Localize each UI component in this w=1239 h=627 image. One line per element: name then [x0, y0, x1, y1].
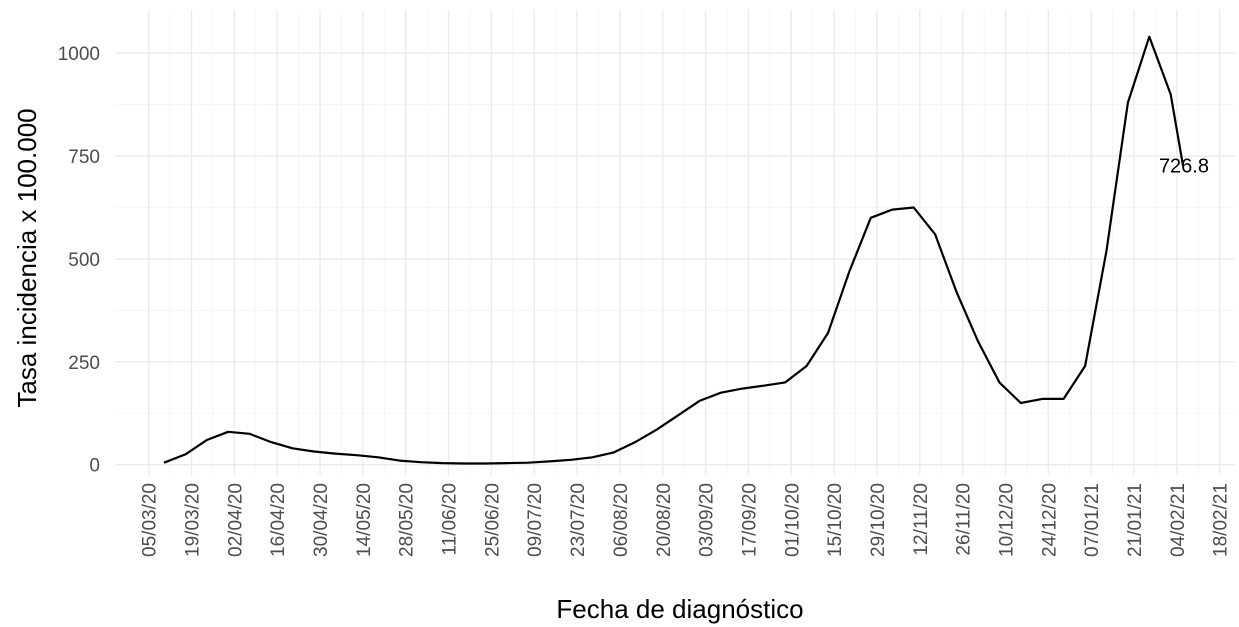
x-tick-label: 12/11/20 — [911, 483, 932, 556]
y-axis-title: Tasa incidencia x 100.000 — [12, 108, 42, 407]
x-tick-label: 21/01/21 — [1125, 483, 1146, 557]
y-tick-label: 0 — [89, 456, 100, 477]
y-tick-label: 250 — [68, 353, 100, 374]
x-tick-label: 19/03/20 — [183, 483, 204, 557]
x-tick-label: 17/09/20 — [739, 483, 760, 557]
y-tick-label: 750 — [68, 147, 100, 168]
y-tick-label: 500 — [68, 250, 100, 271]
x-tick-label: 30/04/20 — [311, 483, 332, 557]
y-tick-label: 1000 — [58, 44, 100, 65]
x-tick-label: 24/12/20 — [1039, 483, 1060, 557]
x-tick-label: 29/10/20 — [868, 483, 889, 557]
x-tick-label: 23/07/20 — [568, 483, 589, 557]
x-tick-label: 07/01/21 — [1082, 483, 1103, 557]
x-tick-label: 03/09/20 — [697, 483, 718, 557]
line — [163, 35, 1185, 465]
grid — [115, 10, 1235, 475]
x-tick-label: 15/10/20 — [825, 483, 846, 557]
x-tick-label: 06/08/20 — [611, 483, 632, 557]
x-tick-label: 09/07/20 — [525, 483, 546, 557]
x-tick-label: 25/06/20 — [482, 483, 503, 557]
x-tick-label: 04/02/21 — [1168, 483, 1189, 557]
x-tick-label: 28/05/20 — [397, 483, 418, 557]
x-tick-label: 11/06/20 — [440, 483, 461, 556]
data-label: 726.8 — [1159, 156, 1209, 178]
x-axis-title: Fecha de diagnóstico — [556, 594, 803, 624]
x-tick-label: 01/10/20 — [782, 483, 803, 557]
x-tick-label: 20/08/20 — [654, 483, 675, 557]
x-tick-label: 14/05/20 — [354, 483, 375, 557]
x-tick-label: 26/11/20 — [954, 483, 975, 556]
x-tick-label: 16/04/20 — [268, 483, 289, 557]
x-tick-label: 02/04/20 — [225, 483, 246, 557]
x-tick-label: 18/02/21 — [1211, 483, 1232, 557]
x-tick-label: 05/03/20 — [140, 483, 161, 557]
x-tick-label: 10/12/20 — [996, 483, 1017, 557]
